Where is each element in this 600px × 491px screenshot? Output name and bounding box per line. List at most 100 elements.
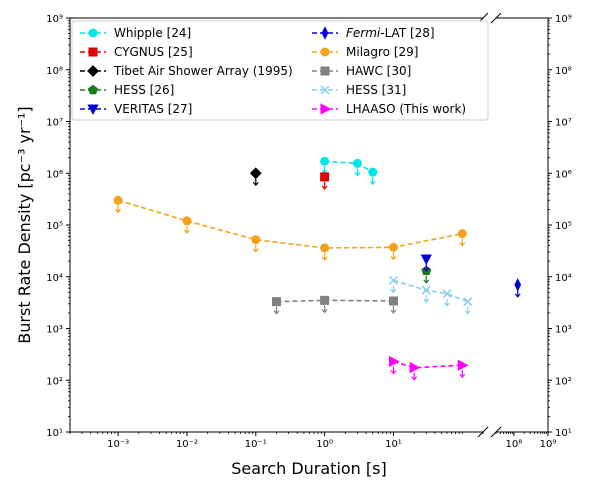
- legend-label: HESS [26]: [114, 83, 174, 97]
- legend-marker: [88, 47, 98, 57]
- legend-label: VERITAS [27]: [114, 102, 192, 116]
- legend-marker: [320, 103, 332, 115]
- legend-marker: [320, 47, 330, 57]
- legend-label: HESS [31]: [346, 83, 406, 97]
- legend-item: VERITAS [27]: [80, 102, 192, 116]
- data-point: [388, 242, 398, 252]
- data-point: [420, 254, 432, 265]
- data-point: [272, 297, 281, 307]
- series-7: [272, 295, 398, 315]
- legend-label-rest: -LAT [28]: [380, 26, 434, 40]
- legend-label: HAWC [30]: [346, 64, 411, 78]
- y-tick-label-left: 10⁶: [46, 169, 63, 180]
- data-point: [113, 195, 123, 205]
- data-point: [320, 156, 330, 166]
- x-tick-label: 10⁻²: [176, 439, 198, 450]
- data-point: [352, 158, 362, 168]
- y-tick-label-left: 10⁸: [46, 66, 63, 77]
- upper-limit-arrow: [390, 285, 397, 294]
- upper-limit-arrow: [390, 252, 397, 261]
- upper-limit-arrow: [423, 275, 430, 284]
- x-tick-label: 10¹: [385, 439, 402, 450]
- legend-item: HESS [26]: [80, 83, 174, 97]
- series-8: [388, 275, 473, 315]
- series-2: [249, 167, 262, 187]
- upper-limit-arrow: [273, 306, 280, 315]
- x-tick-label: 10⁻¹: [245, 439, 267, 450]
- x-tick-label: 10⁸: [505, 439, 522, 450]
- upper-limit-arrow: [321, 252, 328, 261]
- upper-limit-arrow: [423, 264, 430, 272]
- series-5: [514, 278, 522, 298]
- upper-limit-arrow: [459, 370, 466, 379]
- legend-marker: [88, 28, 98, 38]
- upper-limit-arrow: [411, 372, 418, 381]
- series-line: [393, 279, 468, 303]
- data-point: [457, 229, 467, 239]
- upper-limit-arrow: [354, 168, 361, 177]
- legend-marker: [88, 84, 98, 95]
- data-point: [457, 359, 469, 371]
- legend-item: Milagro [29]: [312, 45, 418, 59]
- x-tick-label: 10⁻³: [107, 439, 129, 450]
- series-9: [388, 355, 469, 381]
- upper-limit-arrow: [390, 305, 397, 314]
- y-tick-label-left: 10⁵: [46, 221, 63, 232]
- data-point: [388, 275, 398, 285]
- data-point: [463, 297, 473, 307]
- upper-limit-arrow: [321, 305, 328, 314]
- legend-item: Tibet Air Shower Array (1995): [80, 64, 293, 78]
- series-6: [113, 195, 467, 261]
- data-point: [514, 278, 522, 292]
- x-axis-label: Search Duration [s]: [231, 459, 386, 478]
- x-tick-label: 10⁰: [316, 439, 333, 450]
- series-layer: [113, 156, 522, 381]
- upper-limit-arrow: [252, 244, 259, 253]
- data-point: [409, 362, 421, 374]
- series-0: [320, 156, 378, 186]
- legend-box: [71, 20, 489, 121]
- series-line: [117, 199, 463, 249]
- legend-label: Fermi-LAT [28]: [346, 26, 435, 40]
- series-4: [420, 254, 432, 272]
- x-tick-label: 10⁹: [540, 439, 557, 450]
- legend-marker: [320, 66, 330, 76]
- y-tick-label-right: 10²: [555, 376, 572, 387]
- legend-item: Fermi-LAT [28]: [312, 26, 435, 40]
- legend-label: CYGNUS [25]: [114, 45, 193, 59]
- x-axis-ticks: 10⁻³ 10⁻² 10⁻¹ 10⁰ 10¹ 10⁸ 10⁹: [69, 432, 557, 450]
- upper-limit-arrow: [464, 306, 471, 315]
- legend-label-italic: Fermi: [346, 26, 381, 40]
- legend-item: LHAASO (This work): [312, 102, 466, 116]
- legend-marker: [321, 26, 329, 40]
- y-tick-label-right: 10³: [555, 325, 572, 336]
- y-axis-ticks: 10¹ 10¹ 10² 10² 10³ 10³ 10⁴ 10⁴ 10⁵ 10⁵ 10⁶ 10⁶ 10⁷ 1…: [46, 14, 571, 439]
- legend-item: CYGNUS [25]: [80, 45, 193, 59]
- y-tick-label-left: 10⁴: [46, 273, 63, 284]
- data-point: [182, 216, 192, 226]
- data-point: [388, 296, 398, 306]
- y-axis-label: Burst Rate Density [pc⁻³ yr⁻¹]: [15, 106, 34, 343]
- legend-label: Whipple [24]: [114, 26, 191, 40]
- data-point: [388, 355, 400, 368]
- upper-limit-arrow: [390, 366, 397, 375]
- upper-limit-arrow: [252, 178, 259, 187]
- upper-limit-arrow: [183, 225, 190, 234]
- legend-marker: [87, 104, 99, 115]
- legend-item: Whipple [24]: [80, 26, 191, 40]
- legend-label: Milagro [29]: [346, 45, 418, 59]
- data-point: [251, 235, 261, 245]
- data-point: [421, 285, 431, 295]
- data-point: [320, 295, 330, 305]
- data-point: [249, 167, 262, 180]
- data-point: [320, 243, 330, 253]
- y-tick-label-right: 10⁷: [555, 118, 572, 129]
- legend-label: Tibet Air Shower Array (1995): [113, 64, 293, 78]
- series-1: [320, 172, 330, 190]
- y-tick-label-right: 10⁵: [555, 221, 572, 232]
- legend-marker: [320, 85, 330, 95]
- y-tick-label-right: 10⁶: [555, 169, 572, 180]
- legend-label: LHAASO (This work): [346, 102, 466, 116]
- legend-item: HAWC [30]: [312, 64, 411, 78]
